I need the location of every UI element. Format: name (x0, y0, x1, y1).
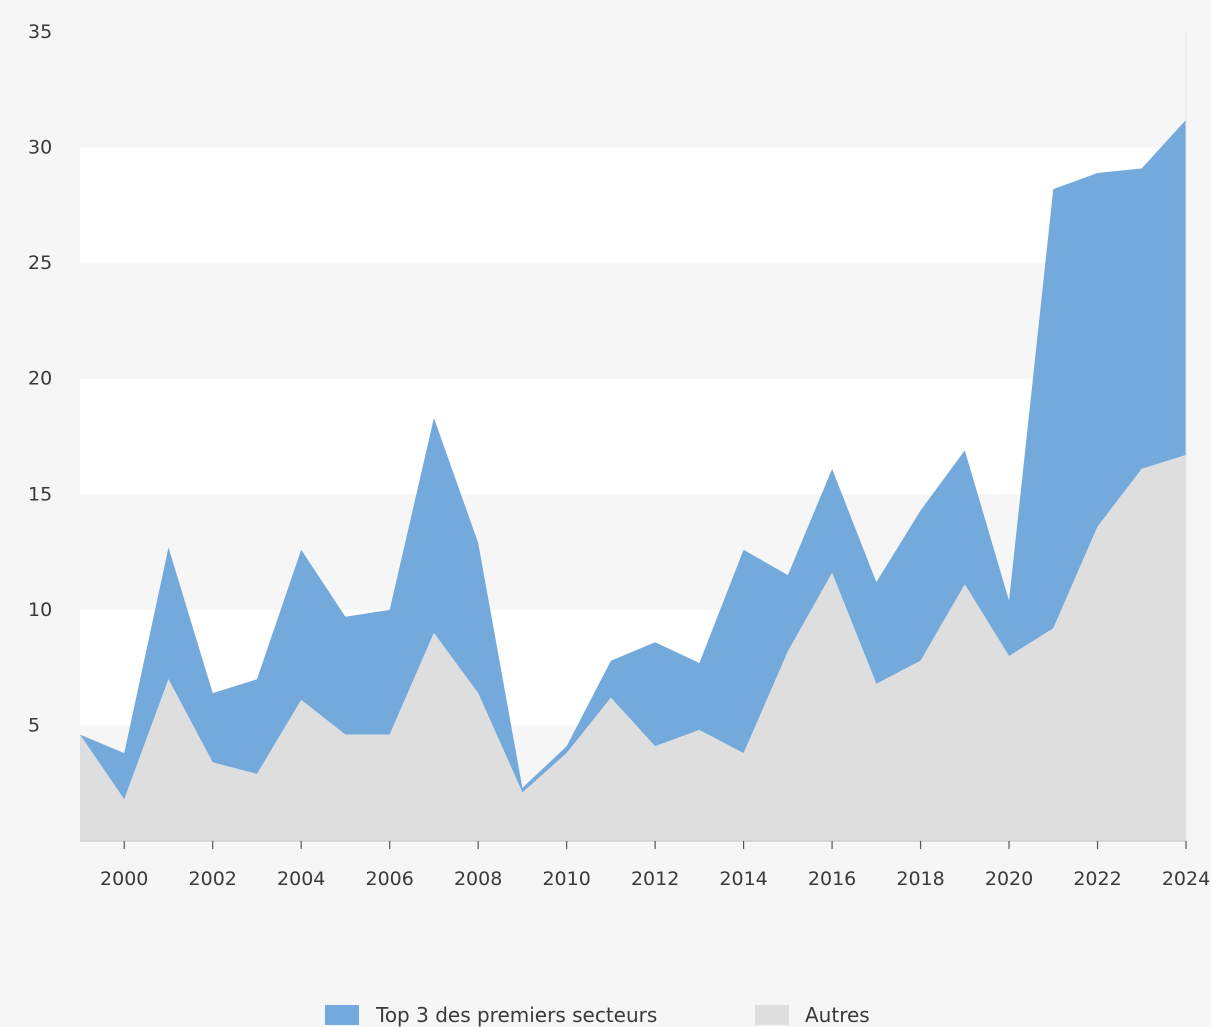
x-tick-label: 2006 (366, 868, 414, 890)
y-tick-label: 20 (28, 368, 52, 390)
grid-band (80, 263, 1186, 379)
legend-swatch-autres (755, 1005, 789, 1025)
x-tick-label: 2010 (542, 868, 590, 890)
grid-band (80, 147, 1186, 264)
legend-label-top3: Top 3 des premiers secteurs (375, 1003, 657, 1027)
area-autres (80, 454, 1186, 841)
plot-areas (80, 119, 1186, 841)
y-tick-label: 30 (28, 137, 52, 159)
axes (80, 32, 1187, 849)
x-tick-label: 2024 (1162, 868, 1210, 890)
legend-label-autres: Autres (805, 1003, 870, 1027)
x-tick-label: 2020 (985, 868, 1033, 890)
legend-swatch-top3 (325, 1005, 359, 1025)
x-tick-label: 2014 (719, 868, 767, 890)
x-tick-label: 2012 (631, 868, 679, 890)
y-tick-label: 25 (28, 252, 52, 274)
x-tick-label: 2022 (1073, 868, 1121, 890)
grid-band (80, 378, 1186, 495)
y-tick-label: 10 (28, 599, 52, 621)
legend: Top 3 des premiers secteurs Autres (325, 1003, 870, 1027)
x-tick-label: 2000 (100, 868, 148, 890)
x-tick-labels: 2000 2002 2004 2006 2008 2010 2012 2014 2016 2018… (100, 868, 1210, 890)
y-tick-label: 15 (28, 483, 52, 505)
y-tick-label: 35 (28, 21, 52, 43)
y-tick-label: 5 (28, 714, 40, 736)
y-tick-labels: 5 10 15 20 25 30 35 (28, 21, 52, 736)
x-tick-label: 2008 (454, 868, 502, 890)
area-top3-secteurs (80, 119, 1186, 800)
x-tick-label: 2004 (277, 868, 325, 890)
grid-band (80, 32, 1186, 148)
x-tick-label: 2002 (189, 868, 237, 890)
x-tick-label: 2016 (808, 868, 856, 890)
x-tick-label: 2018 (896, 868, 944, 890)
